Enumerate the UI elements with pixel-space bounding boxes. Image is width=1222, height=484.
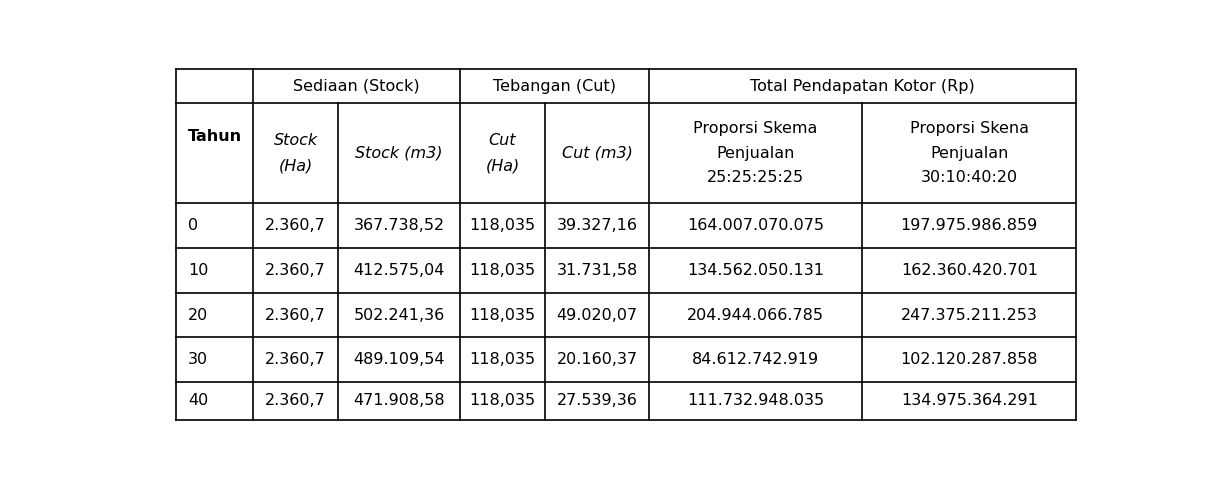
Text: 40: 40 <box>188 393 208 408</box>
Text: Sediaan (Stock): Sediaan (Stock) <box>293 79 419 94</box>
Text: 197.975.986.859: 197.975.986.859 <box>901 218 1037 233</box>
Text: 2.360,7: 2.360,7 <box>265 263 326 278</box>
Text: 39.327,16: 39.327,16 <box>556 218 638 233</box>
Text: 84.612.742.919: 84.612.742.919 <box>692 352 819 367</box>
Text: Tebangan (Cut): Tebangan (Cut) <box>492 79 616 94</box>
Text: 10: 10 <box>188 263 208 278</box>
Text: 2.360,7: 2.360,7 <box>265 307 326 322</box>
Text: 111.732.948.035: 111.732.948.035 <box>687 393 824 408</box>
Text: 102.120.287.858: 102.120.287.858 <box>901 352 1037 367</box>
Text: Stock (m3): Stock (m3) <box>356 146 442 161</box>
Text: 134.975.364.291: 134.975.364.291 <box>901 393 1037 408</box>
Text: 118,035: 118,035 <box>469 218 535 233</box>
Text: 367.738,52: 367.738,52 <box>353 218 445 233</box>
Text: Proporsi Skena
Penjualan
30:10:40:20: Proporsi Skena Penjualan 30:10:40:20 <box>910 121 1029 185</box>
Text: 489.109,54: 489.109,54 <box>353 352 445 367</box>
Text: 31.731,58: 31.731,58 <box>556 263 638 278</box>
Text: 412.575,04: 412.575,04 <box>353 263 445 278</box>
Text: Tahun: Tahun <box>188 129 242 144</box>
Text: 49.020,07: 49.020,07 <box>556 307 638 322</box>
Text: 471.908,58: 471.908,58 <box>353 393 445 408</box>
Text: 2.360,7: 2.360,7 <box>265 218 326 233</box>
Text: 134.562.050.131: 134.562.050.131 <box>687 263 824 278</box>
Text: 118,035: 118,035 <box>469 393 535 408</box>
Text: Proporsi Skema
Penjualan
25:25:25:25: Proporsi Skema Penjualan 25:25:25:25 <box>693 121 818 185</box>
Text: 118,035: 118,035 <box>469 352 535 367</box>
Text: 0: 0 <box>188 218 198 233</box>
Text: 20: 20 <box>188 307 208 322</box>
Text: 118,035: 118,035 <box>469 307 535 322</box>
Text: 20.160,37: 20.160,37 <box>556 352 638 367</box>
Text: 247.375.211.253: 247.375.211.253 <box>901 307 1037 322</box>
Text: 2.360,7: 2.360,7 <box>265 352 326 367</box>
Text: 204.944.066.785: 204.944.066.785 <box>687 307 824 322</box>
Text: Total Pendapatan Kotor (Rp): Total Pendapatan Kotor (Rp) <box>750 79 975 94</box>
Text: 502.241,36: 502.241,36 <box>353 307 445 322</box>
Text: 118,035: 118,035 <box>469 263 535 278</box>
Text: 164.007.070.075: 164.007.070.075 <box>687 218 824 233</box>
Text: Stock
(Ha): Stock (Ha) <box>274 134 318 173</box>
Text: 27.539,36: 27.539,36 <box>556 393 638 408</box>
Text: 162.360.420.701: 162.360.420.701 <box>901 263 1037 278</box>
Text: 30: 30 <box>188 352 208 367</box>
Text: Cut (m3): Cut (m3) <box>562 146 633 161</box>
Text: Cut
(Ha): Cut (Ha) <box>485 134 519 173</box>
Text: 2.360,7: 2.360,7 <box>265 393 326 408</box>
